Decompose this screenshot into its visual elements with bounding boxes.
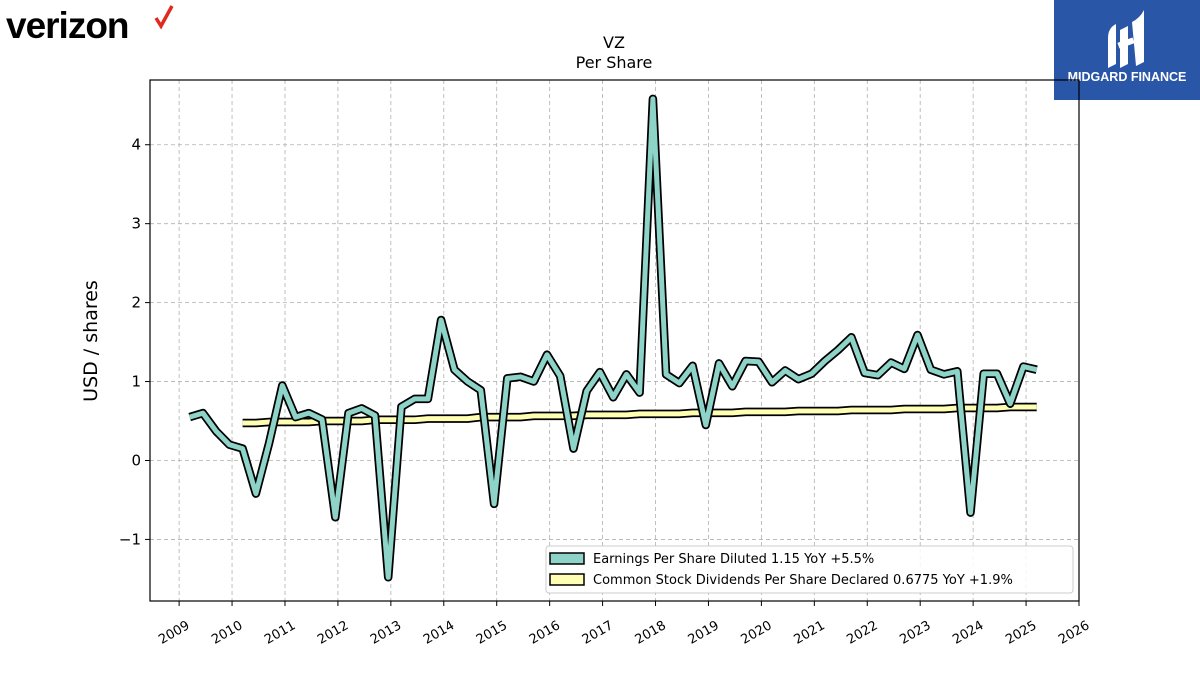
series-line: [188, 96, 1038, 580]
x-tick-label: 2020: [739, 618, 775, 648]
x-axis-ticks: 2009 2010 2011 2012 2013 2014 2015 2016 2017 2018…: [156, 601, 1092, 648]
y-tick-label: 4: [131, 136, 141, 154]
midgard-finance-logo: MIDGARD FINANCE: [1054, 0, 1200, 100]
y-axis-ticks: −1 0 1 2 3 4: [119, 136, 150, 548]
x-tick-label: 2024: [950, 618, 986, 648]
midgard-mark-icon: [1108, 10, 1144, 68]
legend-box: [545, 545, 1074, 594]
x-tick-label: 2015: [474, 618, 510, 648]
y-axis-label: USD / shares: [80, 280, 102, 402]
x-tick-label: 2021: [791, 618, 827, 648]
y-tick-label: 1: [131, 373, 141, 391]
series-eps: [188, 94, 1038, 582]
x-tick-label: 2009: [156, 618, 192, 648]
y-tick-label: 3: [131, 215, 141, 233]
chart-title: VZ: [603, 33, 625, 52]
y-tick-label: 0: [131, 451, 141, 469]
y-tick-label: 2: [131, 294, 141, 312]
legend: Earnings Per Share Diluted 1.15 YoY +5.5…: [545, 545, 1074, 594]
x-tick-label: 2019: [686, 618, 722, 648]
legend-swatch-dividends: [549, 573, 585, 586]
y-tick-label: −1: [119, 530, 141, 548]
legend-label-eps: Earnings Per Share Diluted 1.15 YoY +5.5…: [593, 552, 874, 567]
legend-swatch-eps: [549, 552, 585, 565]
x-tick-label: 2017: [580, 618, 616, 648]
x-tick-label: 2016: [527, 618, 563, 648]
chart-subtitle: Per Share: [576, 53, 653, 72]
series-lines: [188, 94, 1038, 582]
x-tick-label: 2014: [421, 618, 457, 648]
verizon-check-icon: [154, 5, 174, 30]
plot-frame: [149, 79, 1080, 602]
x-tick-label: 2026: [1056, 618, 1092, 648]
x-tick-label: 2023: [897, 618, 933, 648]
midgard-logo-text: MIDGARD FINANCE: [1068, 70, 1187, 84]
x-tick-label: 2011: [262, 618, 298, 648]
grid-lines: [150, 80, 1080, 601]
x-tick-label: 2012: [315, 618, 351, 648]
x-tick-label: 2022: [844, 618, 880, 648]
x-tick-label: 2025: [1003, 618, 1039, 648]
series-outline: [188, 94, 1038, 582]
x-tick-label: 2013: [368, 618, 404, 648]
x-tick-label: 2010: [209, 618, 245, 648]
verizon-logo-text: verizon: [6, 5, 129, 44]
verizon-logo: verizon: [6, 5, 174, 44]
x-tick-label: 2018: [633, 618, 669, 648]
legend-label-dividends: Common Stock Dividends Per Share Declare…: [593, 573, 1013, 588]
